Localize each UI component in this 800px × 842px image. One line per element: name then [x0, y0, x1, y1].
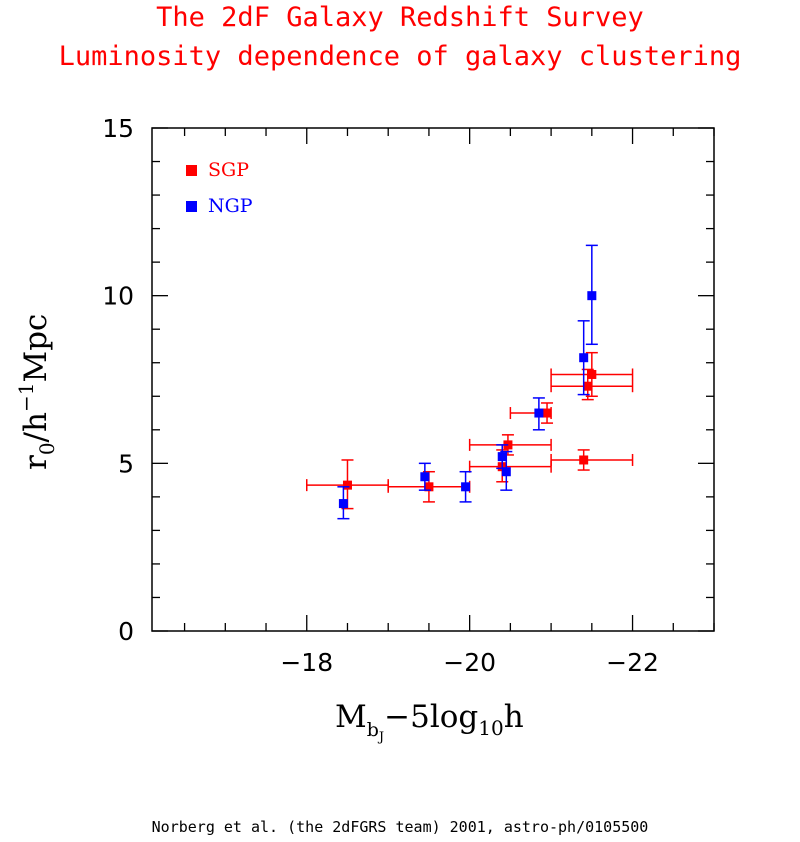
x-tick-label: −18 [280, 648, 333, 677]
ngp-point [496, 444, 509, 470]
ngp-point [532, 397, 545, 431]
x-tick-label: −22 [606, 648, 659, 677]
credit-line: Norberg et al. (the 2dFGRS team) 2001, a… [151, 818, 649, 836]
legend-label-ngp: NGP [208, 195, 253, 217]
ngp-point [577, 320, 590, 396]
sgp-marker [587, 369, 597, 379]
sgp-point [550, 351, 634, 398]
ngp-marker [501, 467, 511, 477]
ngp-marker [534, 408, 544, 418]
x-tick-label: −20 [443, 648, 496, 677]
legend-label-sgp: SGP [208, 159, 249, 181]
ngp-point [585, 244, 598, 346]
chart-title-line2: Luminosity dependence of galaxy clusteri… [58, 41, 742, 72]
sgp-point [550, 449, 634, 471]
sgp-marker [542, 408, 552, 418]
y-tick-label: 10 [102, 282, 134, 311]
y-axis-label: r0/h−1Mpc [14, 314, 59, 470]
y-tick-label: 15 [102, 114, 134, 143]
sgp-marker [424, 482, 434, 492]
axis-ticks [152, 127, 715, 632]
ngp-marker [587, 291, 597, 301]
axis-tick-labels: 0 5 10 15 −18 −20 −22 [102, 114, 659, 677]
ngp-marker [420, 472, 430, 482]
x-axis-label: MbJ−5log10h [335, 699, 524, 745]
sgp-point [509, 402, 554, 424]
ngp-point [418, 462, 431, 491]
chart-title-line1: The 2dF Galaxy Redshift Survey [156, 2, 644, 33]
sgp-point [387, 470, 471, 503]
ngp-marker [461, 482, 471, 492]
legend-marker-sgp [186, 165, 197, 176]
legend-marker-ngp [186, 201, 197, 212]
plot-frame [151, 127, 715, 632]
ngp-point [337, 486, 350, 520]
sgp-marker [583, 381, 593, 391]
y-tick-label: 0 [118, 617, 134, 646]
ngp-point [459, 470, 472, 503]
data-points [306, 244, 634, 520]
ngp-marker [338, 499, 348, 509]
ngp-marker [497, 452, 507, 462]
ngp-marker [579, 353, 589, 363]
legend: SGP NGP [186, 159, 253, 217]
sgp-marker [579, 455, 589, 465]
sgp-marker [342, 480, 352, 490]
y-tick-label: 5 [118, 449, 134, 478]
